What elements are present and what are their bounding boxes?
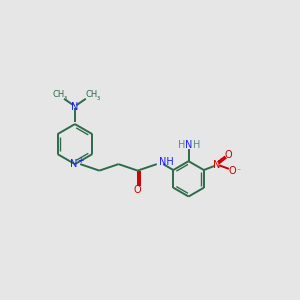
Text: ₃: ₃ bbox=[97, 93, 100, 102]
Text: +: + bbox=[218, 158, 224, 164]
Text: ⁻: ⁻ bbox=[236, 166, 240, 175]
Text: CH: CH bbox=[52, 90, 64, 99]
Text: +: + bbox=[77, 156, 84, 165]
Text: N: N bbox=[185, 140, 192, 150]
Text: H: H bbox=[193, 140, 200, 150]
Text: H: H bbox=[178, 140, 185, 150]
Text: ₃: ₃ bbox=[63, 93, 67, 102]
Text: N: N bbox=[71, 102, 79, 112]
Text: N: N bbox=[213, 160, 220, 170]
Text: O: O bbox=[134, 185, 141, 195]
Text: O: O bbox=[225, 150, 232, 160]
Text: CH: CH bbox=[85, 90, 98, 99]
Text: O: O bbox=[229, 166, 236, 176]
Text: NH: NH bbox=[159, 157, 174, 167]
Text: N: N bbox=[70, 159, 78, 169]
